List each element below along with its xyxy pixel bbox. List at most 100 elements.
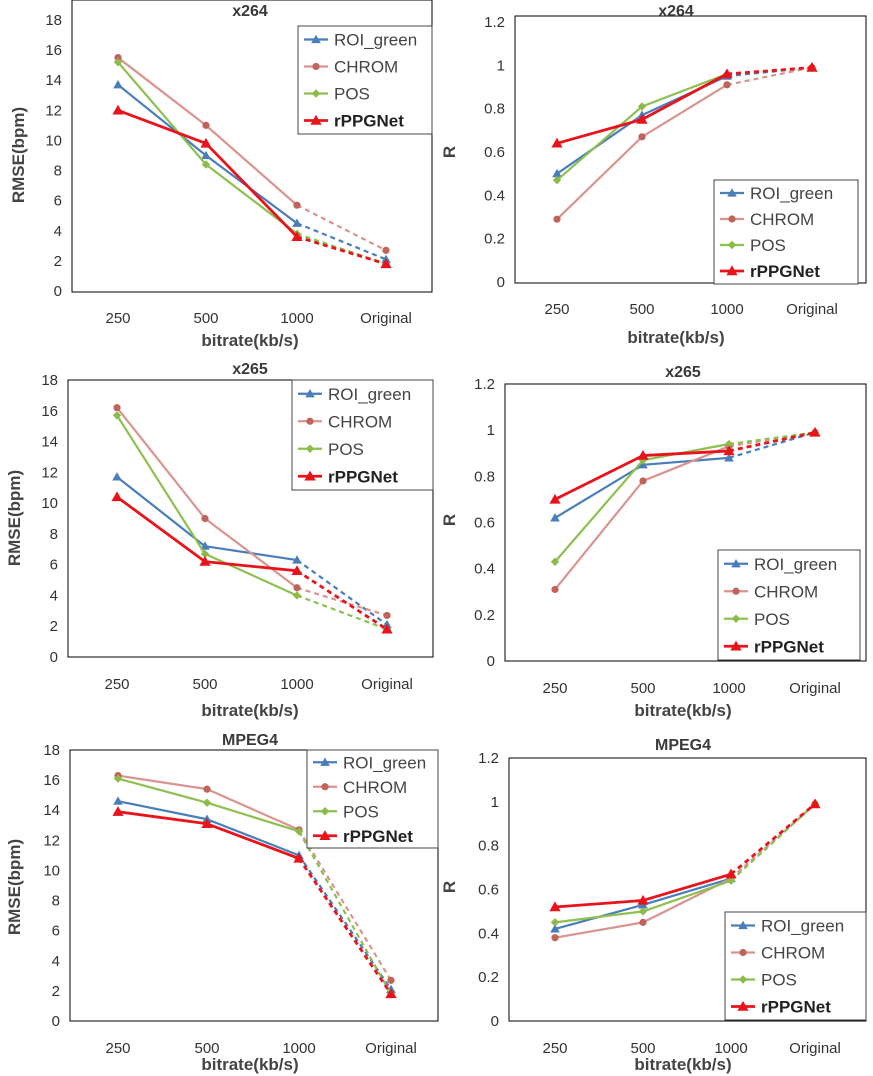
- data-point: [200, 549, 210, 559]
- legend-box: [306, 749, 439, 849]
- chart-title: x264: [232, 3, 268, 20]
- y-tick-label: 0.2: [474, 607, 495, 624]
- x-axis-label: bitrate(kb/s): [201, 331, 298, 350]
- y-tick-label: 0.4: [474, 561, 495, 578]
- y-tick-label: 1: [491, 794, 499, 811]
- data-point: [639, 918, 647, 926]
- y-tick-label: 0: [497, 274, 505, 291]
- series-line: [117, 109, 299, 238]
- plot-area: [504, 383, 867, 662]
- y-axis-label: R: [440, 146, 459, 158]
- series-dashed-line: [730, 802, 816, 876]
- y-tick-label: 8: [50, 526, 58, 543]
- plot-area: [71, 0, 433, 293]
- data-point: [549, 493, 561, 504]
- data-point: [200, 137, 212, 148]
- x-tick-label: Original: [360, 310, 412, 327]
- y-tick-label: 0: [54, 283, 62, 300]
- x-tick-label: 500: [193, 310, 218, 327]
- y-tick-label: 0.4: [484, 187, 505, 204]
- series-rPPGNet: [112, 104, 392, 269]
- data-point: [113, 404, 121, 412]
- plot-area: [67, 379, 434, 658]
- data-point: [113, 796, 123, 805]
- y-tick-label: 0: [52, 1013, 60, 1030]
- y-tick-label: 6: [54, 193, 62, 210]
- data-point: [201, 818, 213, 828]
- y-tick-label: 0: [491, 1013, 499, 1030]
- chart-3: 0 2 4 6 8 10 12 14 16 18 250 500 1000 Original x265 bit…: [5, 361, 434, 720]
- series-dashed-line: [296, 594, 388, 631]
- legend-label: rPPGNet: [754, 637, 824, 656]
- legend-marker: [320, 757, 330, 766]
- y-tick-label: 4: [50, 587, 58, 604]
- legend-label: ROI_green: [343, 753, 426, 772]
- data-point: [385, 988, 397, 999]
- data-point: [114, 54, 122, 62]
- y-tick-label: 18: [43, 742, 60, 759]
- chart-4: 0 0.2 0.4 0.6 0.8 1 1.2 250 500 1000 Original x265 b…: [440, 364, 867, 720]
- series-dashed-line: [726, 66, 813, 86]
- y-tick-label: 1.2: [484, 14, 505, 31]
- data-point: [639, 477, 647, 485]
- legend-marker: [731, 558, 741, 568]
- data-point: [383, 611, 391, 620]
- data-point: [113, 774, 123, 783]
- series-dashed-line: [296, 235, 387, 266]
- legend-label: ROI_green: [750, 184, 833, 203]
- series-ROI_green: [550, 427, 820, 522]
- legend-box: [713, 179, 859, 285]
- data-point: [293, 852, 305, 863]
- x-tick-label: Original: [361, 676, 413, 693]
- legend-label: POS: [334, 85, 370, 104]
- data-point: [636, 113, 648, 124]
- y-tick-label: 0.6: [478, 882, 499, 899]
- data-point: [723, 81, 731, 89]
- x-tick-label: 500: [630, 680, 655, 697]
- series-rPPGNet: [112, 806, 397, 999]
- x-tick-label: 250: [542, 680, 567, 697]
- y-tick-label: 14: [45, 72, 62, 89]
- x-tick-label: 1000: [710, 301, 743, 318]
- y-tick-label: 2: [54, 253, 62, 270]
- series-dashed-line: [298, 829, 392, 981]
- legend-label: POS: [343, 802, 379, 821]
- x-tick-label: Original: [786, 301, 838, 318]
- data-point: [721, 68, 733, 79]
- series-rPPGNet: [549, 798, 821, 912]
- legend-label: ROI_green: [761, 917, 844, 936]
- chart-title: x264: [658, 3, 694, 20]
- series-dashed-line: [728, 431, 816, 453]
- y-tick-label: 2: [50, 618, 58, 635]
- chart-title: MPEG4: [222, 732, 278, 749]
- legend-marker: [319, 830, 331, 840]
- data-point: [112, 104, 124, 115]
- x-tick-label: 500: [192, 676, 217, 693]
- y-tick-label: 0.8: [478, 838, 499, 855]
- y-tick-label: 8: [52, 893, 60, 910]
- legend-marker: [312, 62, 320, 71]
- series-line: [117, 56, 298, 207]
- y-tick-label: 1.2: [478, 750, 499, 767]
- series-dashed-line: [296, 569, 388, 631]
- data-point: [638, 133, 646, 141]
- legend: ROI_green CHROM POS rPPGNet: [306, 749, 439, 849]
- chart-2: 0 0.2 0.4 0.6 0.8 1 1.2 250 500 1000 Original x264 b…: [440, 3, 867, 347]
- data-point: [723, 445, 735, 456]
- legend-label: POS: [328, 440, 364, 459]
- y-tick-label: 16: [45, 42, 62, 59]
- data-point: [382, 246, 390, 254]
- y-tick-label: 8: [54, 163, 62, 180]
- y-tick-label: 0: [487, 653, 495, 670]
- series-dashed-line: [296, 559, 388, 626]
- data-point: [724, 453, 734, 462]
- data-point: [113, 79, 123, 89]
- data-point: [809, 426, 821, 437]
- data-point: [380, 258, 392, 269]
- data-point: [550, 557, 560, 566]
- y-tick-label: 1: [487, 422, 495, 439]
- legend-box: [291, 379, 434, 491]
- y-tick-label: 1.2: [474, 376, 495, 393]
- legend-marker: [321, 783, 329, 791]
